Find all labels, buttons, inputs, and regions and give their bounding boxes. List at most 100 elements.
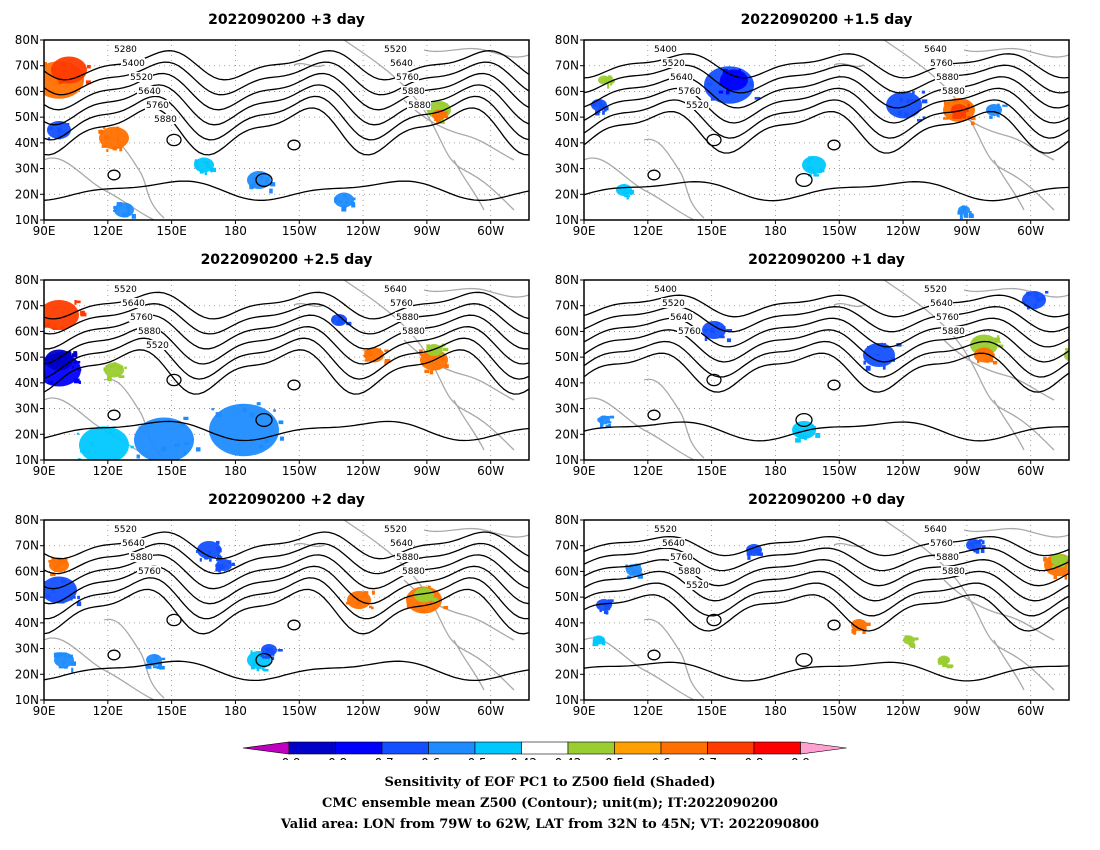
lon-tick-label: 120W — [346, 464, 381, 478]
coastline — [423, 47, 529, 58]
sensitivity-speck — [968, 542, 975, 547]
coastline — [293, 302, 325, 308]
sensitivity-speck — [75, 300, 81, 304]
sensitivity-speck — [943, 661, 948, 666]
sensitivity-speck — [59, 354, 65, 359]
sensitivity-speck — [211, 408, 215, 411]
lat-tick-label: 20N — [15, 427, 39, 441]
sensitivity-speck — [44, 581, 47, 584]
sensitivity-speck — [77, 368, 82, 372]
lat-tick-label: 80N — [15, 33, 39, 47]
contour-label-bg — [669, 552, 693, 562]
sensitivity-speck — [904, 635, 910, 640]
sensitivity-speck — [58, 666, 64, 669]
sensitivity-speck — [981, 350, 986, 353]
sensitivity-speck — [352, 595, 359, 599]
z500-contour — [44, 542, 529, 575]
sensitivity-speck — [607, 75, 612, 79]
z500-contour — [584, 329, 1069, 363]
lon-tick-label: 60W — [1017, 464, 1044, 478]
lon-tick-label: 180 — [224, 704, 247, 718]
lat-tick-label: 30N — [15, 402, 39, 416]
sensitivity-speck — [368, 605, 373, 609]
contour-label: 5880 — [942, 327, 965, 337]
sensitivity-speck — [1033, 291, 1040, 297]
lat-tick-label: 70N — [555, 299, 579, 313]
lat-tick-label: 40N — [15, 616, 39, 630]
sensitivity-speck — [436, 350, 442, 353]
sensitivity-speck — [347, 321, 352, 325]
sensitivity-speck — [631, 569, 637, 575]
coastline — [584, 397, 695, 460]
sensitivity-speck — [419, 353, 426, 356]
coastline — [643, 378, 705, 459]
coastline — [943, 339, 1055, 401]
sensitivity-speck — [154, 654, 157, 658]
contour-label-bg — [121, 538, 145, 548]
z500-contour — [584, 352, 1069, 393]
sensitivity-speck — [804, 435, 808, 439]
sensitivity-patch — [720, 69, 748, 91]
sensitivity-speck — [124, 366, 127, 370]
z500-contour — [44, 577, 529, 620]
sensitivity-speck — [112, 146, 117, 151]
contour-label-bg — [941, 86, 965, 96]
sensitivity-speck — [73, 67, 79, 72]
coastline — [343, 280, 515, 451]
sensitivity-speck — [940, 658, 945, 662]
coastline — [883, 520, 1055, 691]
caption-line-1: Sensitivity of EOF PC1 to Z500 field (Sh… — [384, 775, 716, 790]
z500-closed-contour — [827, 619, 841, 631]
lon-tick-label: 180 — [764, 464, 787, 478]
sensitivity-speck — [364, 359, 370, 362]
sensitivity-speck — [428, 593, 431, 597]
sensitivity-speck — [1085, 351, 1089, 354]
sensitivity-speck — [972, 546, 975, 549]
lon-tick-label: 90E — [573, 464, 596, 478]
sensitivity-speck — [119, 146, 123, 152]
sensitivity-speck — [106, 148, 109, 153]
sensitivity-speck — [957, 114, 963, 119]
contour-label-bg — [653, 524, 677, 534]
z500-contour — [44, 314, 529, 350]
contour-label: 5760 — [930, 539, 953, 549]
lon-tick-label: 150E — [156, 704, 187, 718]
contour-label-bg — [923, 524, 947, 534]
z500-contour — [44, 180, 529, 201]
contour-label: 5880 — [936, 553, 959, 563]
panel-frame — [43, 519, 530, 701]
sensitivity-speck — [331, 318, 335, 323]
sensitivity-speck — [866, 622, 871, 626]
sensitivity-speck — [730, 70, 735, 74]
colorbar-level-label: 0.42 — [555, 756, 582, 760]
sensitivity-speck — [265, 647, 272, 652]
lat-tick-label: 50N — [555, 590, 579, 604]
contour-label: 5880 — [936, 73, 959, 83]
sensitivity-speck — [992, 107, 997, 110]
sensitivity-speck — [795, 428, 799, 431]
coastline — [453, 399, 485, 451]
coastline — [883, 40, 1055, 211]
panel-frame — [43, 39, 530, 221]
sensitivity-speck — [54, 62, 59, 65]
lon-tick-label: 120E — [93, 704, 124, 718]
sensitivity-speck — [599, 638, 605, 642]
contour-label-bg — [395, 312, 419, 322]
contour-label-bg — [389, 538, 413, 548]
z500-contour — [584, 582, 1069, 617]
sensitivity-speck — [365, 595, 368, 599]
sensitivity-speck — [990, 105, 993, 108]
coastline — [103, 618, 165, 699]
sensitivity-speck — [609, 415, 615, 419]
contour-label-bg — [137, 86, 161, 96]
z500-contour — [584, 340, 1069, 378]
coastline — [403, 99, 515, 161]
sensitivity-speck — [73, 378, 80, 384]
z500-contour — [584, 87, 1069, 124]
map-panel: 2022090200 +2 day 5520 5640 5880 5760 5520 564… — [15, 492, 530, 718]
colorbar: -0.9 -0.8 -0.7 -0.6 -0.5 -0.42 0.42 0.5 0.6 0.7 0.… — [242, 741, 847, 760]
sensitivity-speck — [259, 444, 264, 449]
lat-tick-label: 50N — [555, 110, 579, 124]
lon-tick-label: 150E — [696, 704, 727, 718]
contour-label: 5760 — [396, 73, 419, 83]
